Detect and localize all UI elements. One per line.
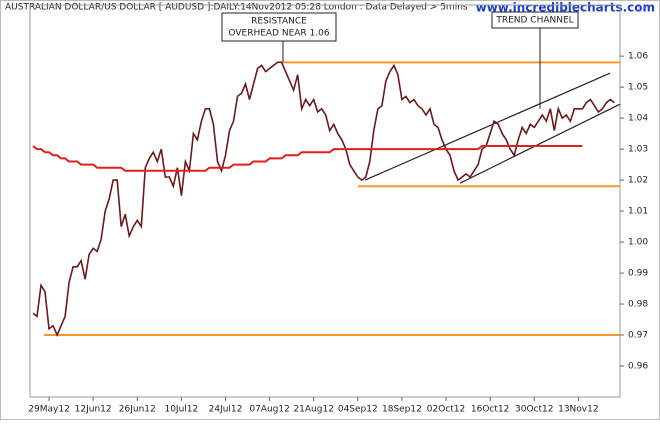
x-tick-label: 04Sep12 [338, 405, 378, 415]
y-tick-label: 0.98 [628, 300, 648, 310]
y-tick-label: 1.02 [628, 176, 648, 186]
trend-line [364, 72, 611, 181]
annotation-box [491, 11, 579, 29]
x-tick-label: 24Jul12 [209, 405, 243, 415]
trend-line [459, 103, 621, 184]
chart-title: AUSTRALIAN DOLLAR/US DOLLAR [ AUDUSD ]:D… [5, 3, 468, 13]
y-tick-label: 0.97 [628, 331, 648, 341]
annotation-box [221, 12, 337, 42]
annotation-text: OVERHEAD NEAR 1.06 [228, 29, 329, 39]
y-tick-label: 1.03 [628, 145, 648, 155]
price-line [32, 61, 615, 338]
x-tick-label: 29May12 [28, 405, 70, 415]
moving-average [32, 145, 583, 172]
y-tick-label: 1.01 [628, 207, 648, 217]
x-tick-label: 21Aug12 [293, 405, 333, 415]
plot-frame [29, 4, 621, 398]
annotation-text: TREND CHANNEL [495, 16, 573, 26]
x-tick-label: 13Nov12 [558, 405, 598, 415]
x-tick-label: 07Aug12 [249, 405, 289, 415]
y-tick-label: 1.05 [628, 83, 648, 93]
annotation-text: RESISTANCE [251, 17, 307, 27]
x-tick-label: 30Oct12 [515, 405, 553, 415]
x-tick-label: 26Jun12 [119, 405, 156, 415]
y-tick-label: 1.04 [628, 114, 648, 124]
x-tick-label: 16Oct12 [471, 405, 509, 415]
y-tick-label: 1.06 [628, 52, 648, 62]
y-tick-label: 0.99 [628, 269, 648, 279]
y-tick-label: 0.96 [628, 362, 648, 372]
y-tick-label: 1.00 [628, 238, 648, 248]
x-tick-label: 18Sep12 [382, 405, 422, 415]
x-tick-label: 10Jul12 [164, 405, 198, 415]
x-tick-label: 02Oct12 [427, 405, 465, 415]
x-tick-label: 12Jun12 [75, 405, 112, 415]
watermark: www.incrediblecharts.com [476, 1, 655, 15]
